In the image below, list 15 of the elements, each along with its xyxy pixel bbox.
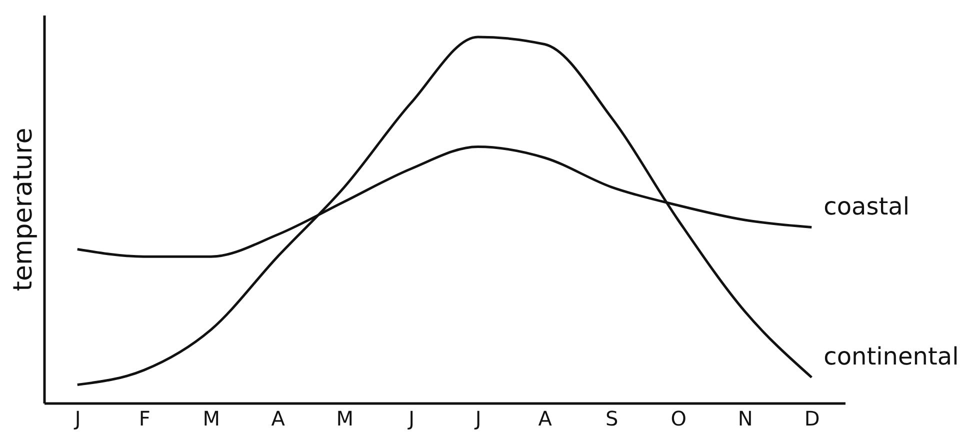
x-tick-label: S [606,406,618,430]
series-label: continental [824,342,959,370]
x-tick-label: J [72,406,81,430]
x-tick-label: A [271,406,286,430]
x-tick-label: J [406,406,415,430]
x-tick-label: F [138,406,150,430]
y-axis-title: temperature [8,128,38,292]
x-tick-label: N [738,406,753,430]
x-tick-label: M [202,406,220,430]
series-label: coastal [824,192,910,220]
x-tick-label: A [538,406,552,430]
x-tick-label: J [473,406,482,430]
x-tick-label: D [804,406,820,430]
x-tick-label: M [336,406,354,430]
x-tick-label: O [670,406,686,430]
